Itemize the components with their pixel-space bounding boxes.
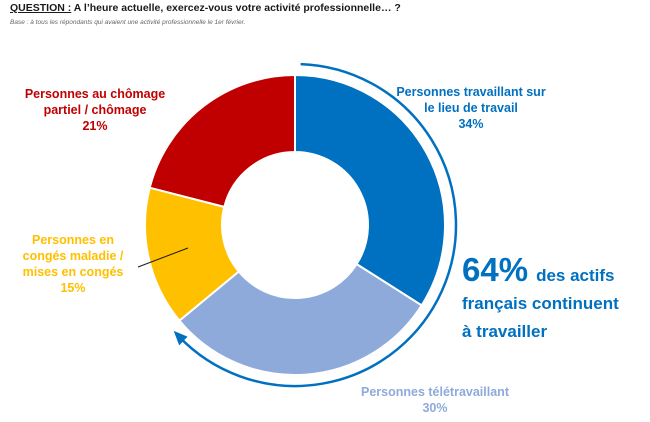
leader-line-sick-leave [137, 247, 189, 268]
donut-slices [144, 73, 446, 376]
donut-slice-2 [178, 262, 424, 376]
donut-slice-4 [148, 73, 296, 209]
headline-line2: français continuent [462, 294, 619, 313]
slice-label-line: Personnes au chômage [25, 87, 165, 101]
slice-label-4: Personnes au chômage partiel / chômage 21% [25, 87, 165, 133]
headline-percent: 64% [462, 251, 528, 288]
slice-label-line: Personnes en [32, 233, 114, 247]
headline: 64% des actifs [462, 251, 615, 288]
slice-label-3: Personnes en congés maladie / mises en con… [23, 233, 124, 295]
headline-line1: des actifs [536, 266, 614, 285]
slice-label-line: partiel / chômage [44, 103, 147, 117]
base-note: Base : à tous les répondants qui avaient… [10, 19, 246, 26]
slice-label-line: congés maladie / [23, 249, 124, 263]
donut-slice-1 [294, 73, 446, 307]
highlight-arc-arrowhead [173, 330, 188, 346]
slice-value-label: 21% [82, 119, 107, 133]
slice-value-label: 34% [458, 117, 483, 131]
slice-label-line: mises en congés [23, 265, 124, 279]
slice-value-label: 15% [60, 281, 85, 295]
slice-label-line: Personnes travaillant sur [396, 85, 546, 99]
slice-label-2: Personnes télétravaillant 30% [361, 385, 510, 415]
slice-label-1: Personnes travaillant sur le lieu de trav… [396, 85, 546, 131]
question-label: QUESTION : [10, 2, 72, 14]
question-heading: QUESTION : A l’heure actuelle, exercez-v… [10, 2, 401, 14]
question-text: A l’heure actuelle, exercez-vous votre a… [73, 2, 401, 14]
slice-labels: Personnes travaillant sur le lieu de trav… [23, 85, 546, 415]
highlight-arc-bracket [177, 62, 458, 388]
headline-line3: à travailler [462, 322, 547, 341]
slice-value-label: 30% [422, 401, 447, 415]
slice-label-line: le lieu de travail [424, 101, 518, 115]
slice-label-line: Personnes télétravaillant [361, 385, 510, 399]
